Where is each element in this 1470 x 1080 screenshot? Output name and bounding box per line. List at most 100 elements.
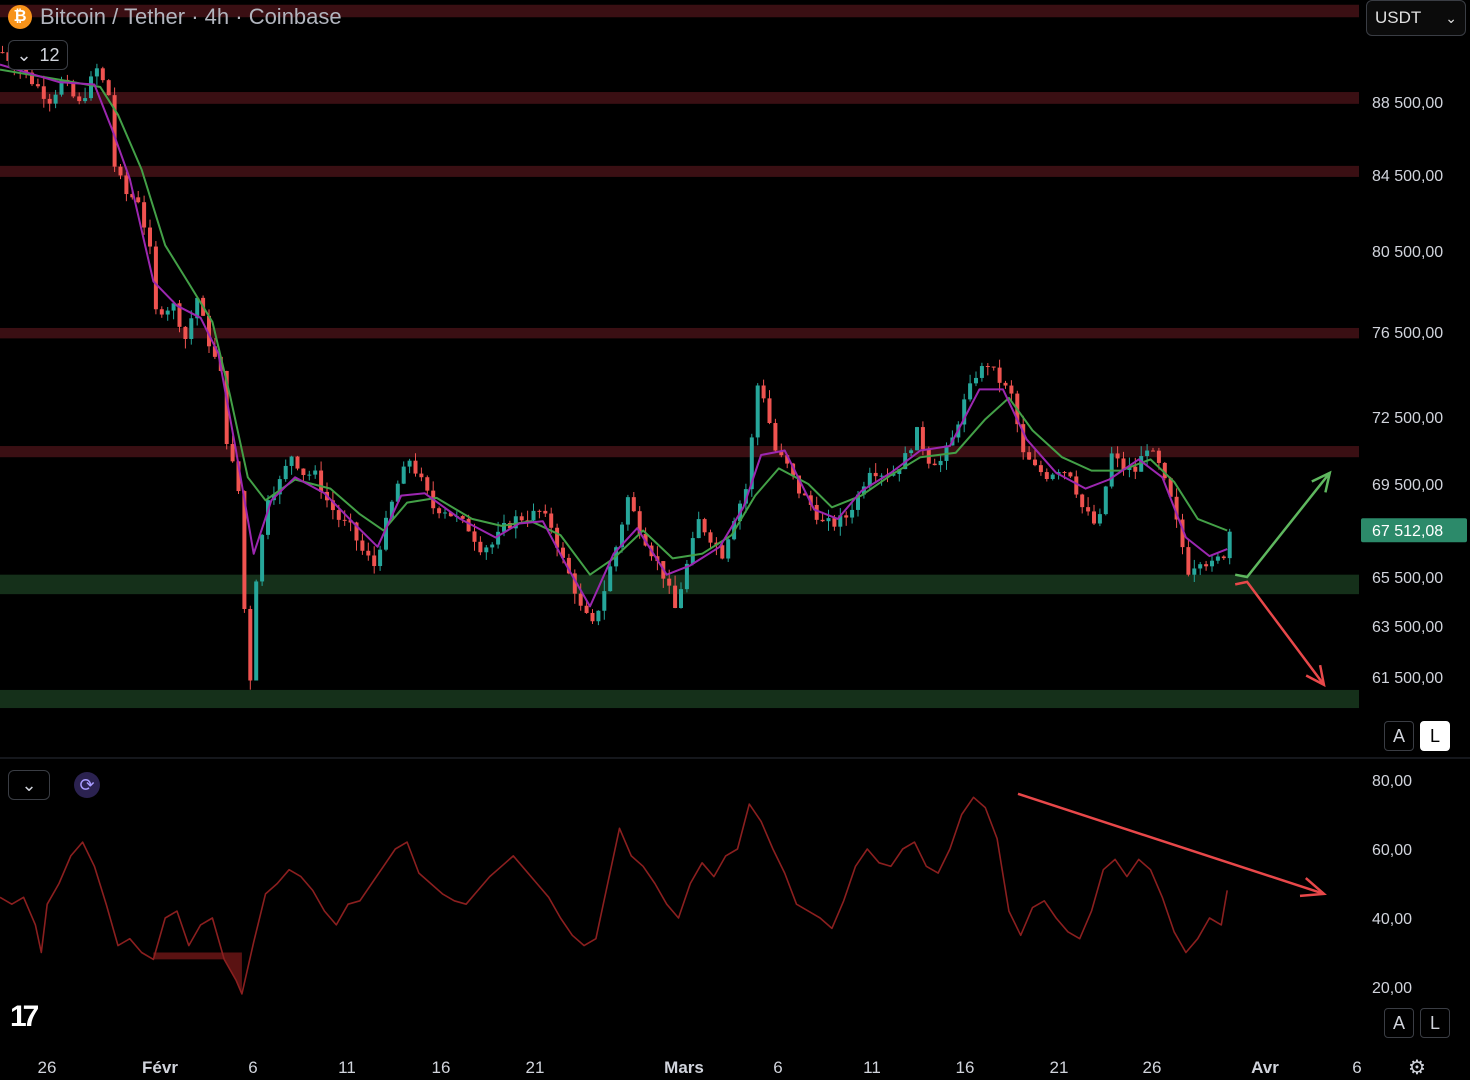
candle-body: [838, 515, 843, 527]
candle-body: [401, 466, 406, 484]
candle-body: [195, 297, 200, 319]
candle-body: [148, 227, 152, 247]
candle-body: [726, 539, 731, 559]
candle-body: [985, 366, 990, 368]
candle-body: [779, 450, 784, 456]
candle-body: [1033, 459, 1037, 466]
candle-body: [1086, 507, 1091, 512]
candle-body: [1156, 450, 1161, 463]
candle-body: [549, 513, 554, 528]
auto-scale-button[interactable]: A: [1384, 721, 1414, 751]
rsi-auto-scale-button[interactable]: A: [1384, 1008, 1414, 1038]
candle-body: [283, 465, 288, 480]
candle-body: [1044, 472, 1049, 479]
candle-body: [1180, 519, 1185, 548]
candle-body: [814, 504, 819, 520]
time-axis-label: Févr: [142, 1058, 178, 1077]
candle-body: [94, 68, 99, 77]
rsi-axis-label: 40,00: [1372, 911, 1412, 928]
chevron-down-icon: ⌄: [16, 44, 32, 65]
candle-body: [844, 515, 849, 518]
candle-body: [679, 589, 683, 608]
candle-body: [720, 545, 725, 559]
candle-body: [30, 72, 34, 85]
indicators-toggle[interactable]: ⌄ 12: [8, 40, 68, 70]
settings-gear-icon[interactable]: ⚙: [1408, 1056, 1426, 1079]
candle-body: [979, 366, 984, 378]
candle-body: [1192, 568, 1197, 575]
candle-body: [1092, 511, 1096, 524]
candle-body: [962, 399, 967, 425]
indicator-count: 12: [39, 44, 60, 65]
tradingview-logo: 17: [10, 1000, 39, 1033]
candle-body: [684, 563, 689, 590]
candle-body: [608, 566, 613, 592]
currency-selector[interactable]: USDT ⌄: [1366, 0, 1466, 36]
candle-body: [531, 510, 536, 521]
candle-body: [997, 367, 1002, 383]
projection-arrow-up: [1234, 472, 1331, 579]
candle-body: [1174, 496, 1179, 520]
candle-body: [443, 512, 447, 514]
candle-body: [142, 202, 147, 228]
time-axis-label: 6: [773, 1058, 782, 1077]
candle-body: [1074, 476, 1079, 495]
candle-body: [537, 510, 542, 512]
candle-body: [667, 578, 672, 586]
candle-body: [1210, 560, 1214, 567]
candle-body: [513, 516, 518, 529]
price-axis-label: 76 500,00: [1372, 325, 1443, 342]
log-scale-button[interactable]: L: [1420, 721, 1450, 751]
candle-body: [602, 591, 607, 611]
candle-body: [708, 532, 713, 543]
candle-body: [920, 427, 925, 450]
candle-body: [71, 83, 76, 97]
time-axis-label: 21: [1050, 1058, 1069, 1077]
candle-body: [207, 315, 211, 347]
candle-body: [1215, 556, 1220, 561]
candle-body: [808, 495, 813, 505]
symbol-title[interactable]: Bitcoin / Tether · 4h · Coinbase: [40, 4, 342, 29]
current-price-tag: [1361, 518, 1467, 543]
candle-body: [171, 303, 176, 311]
candle-body: [354, 522, 359, 541]
time-axis-label: 21: [526, 1058, 545, 1077]
candle-body: [885, 475, 890, 477]
resistance-zone: [0, 446, 1359, 458]
candle-body: [1162, 462, 1167, 479]
candle-body: [832, 518, 837, 527]
rsi-collapse-button[interactable]: ⌄: [8, 770, 50, 800]
candle-body: [755, 385, 760, 438]
candle-body: [578, 593, 583, 606]
rsi-axis-label: 80,00: [1372, 773, 1412, 790]
price-axis-label: 69 500,00: [1372, 477, 1443, 494]
candle-body: [124, 175, 129, 195]
candle-body: [407, 460, 412, 467]
candle-body: [519, 516, 524, 521]
candle-body: [743, 489, 748, 504]
candle-body: [1062, 472, 1067, 474]
bitcoin-icon: ₿: [8, 5, 32, 29]
candle-body: [1168, 478, 1173, 497]
refresh-icon[interactable]: ⟳: [74, 772, 100, 798]
rsi-log-scale-button[interactable]: L: [1420, 1008, 1450, 1038]
candle-body: [330, 500, 335, 511]
candle-body: [1198, 564, 1203, 569]
candle-body: [313, 470, 318, 475]
candle-body: [83, 98, 88, 102]
price-axis-label: 84 500,00: [1372, 168, 1443, 185]
time-axis-label: 26: [38, 1058, 57, 1077]
candle-body: [118, 166, 123, 176]
candle-body: [625, 497, 630, 525]
time-axis-label: Avr: [1251, 1058, 1279, 1077]
candle-body: [242, 491, 247, 609]
candle-body: [319, 470, 324, 492]
candle-body: [378, 549, 383, 567]
candle-body: [702, 519, 707, 533]
candle-body: [165, 310, 170, 315]
projection-arrow-down: [1234, 580, 1325, 686]
candle-body: [1133, 466, 1138, 472]
candle-body: [773, 423, 778, 451]
candle-body: [1097, 514, 1102, 524]
